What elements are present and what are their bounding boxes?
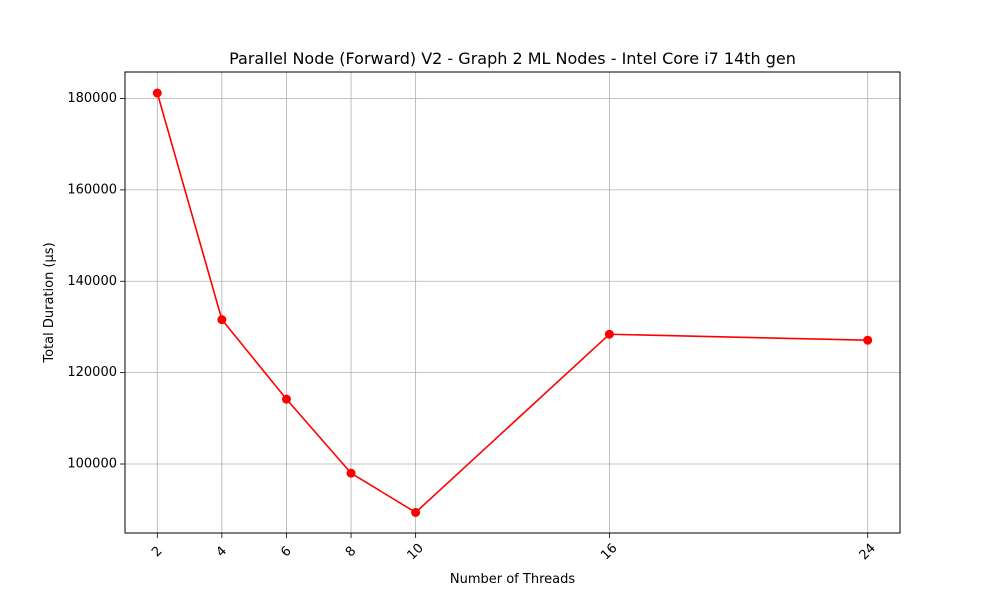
plot-frame xyxy=(124,71,901,534)
y-tick-label: 100000 xyxy=(67,457,117,472)
y-tick-label: 180000 xyxy=(67,91,117,106)
y-axis-label: Total Duration (µs) xyxy=(42,242,57,363)
x-axis-label: Number of Threads xyxy=(450,572,575,587)
series-layer xyxy=(152,88,873,517)
data-point xyxy=(152,88,162,98)
data-point xyxy=(863,335,873,345)
y-tick-label: 160000 xyxy=(67,182,117,197)
data-point xyxy=(346,468,356,478)
data-point xyxy=(217,315,227,325)
y-tick-label: 140000 xyxy=(67,274,117,289)
data-point xyxy=(411,507,421,517)
data-point xyxy=(604,329,614,339)
grid xyxy=(125,72,900,533)
chart-title: Parallel Node (Forward) V2 - Graph 2 ML … xyxy=(229,49,796,68)
y-axis: 100000 120000 140000 160000 180000 xyxy=(67,91,125,472)
y-tick-label: 120000 xyxy=(67,365,117,380)
data-point xyxy=(281,394,291,404)
